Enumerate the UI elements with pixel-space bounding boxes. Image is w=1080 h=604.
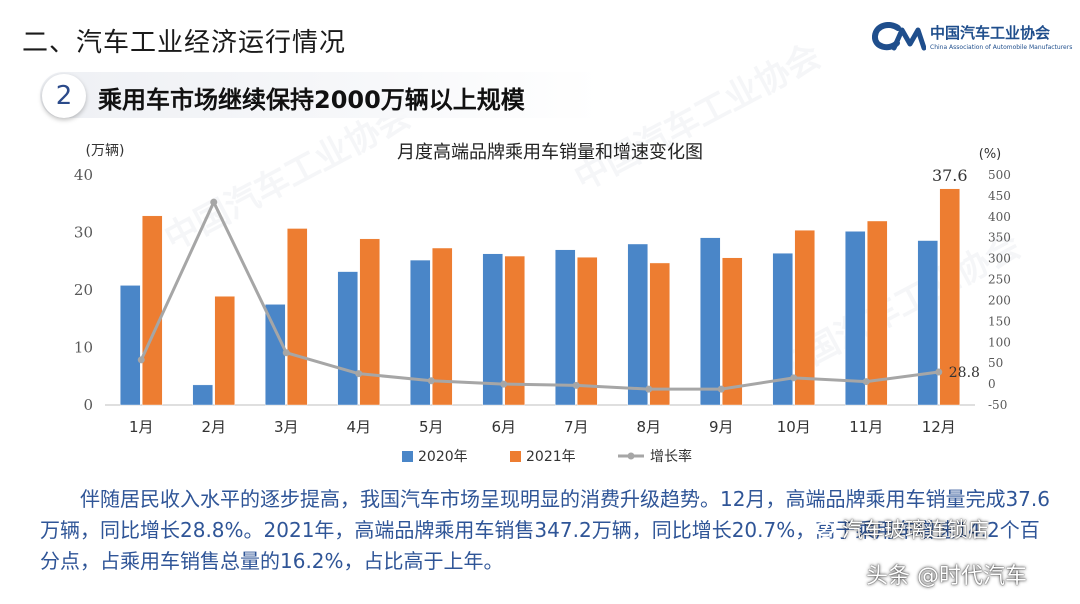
- bar-2021年: [794, 229, 815, 406]
- caam-logo-mark-icon: [872, 22, 926, 51]
- y-left-tick-label: 0: [83, 396, 93, 414]
- subhead-title: 乘用车市场继续保持2000万辆以上规模: [98, 86, 525, 114]
- bar-2020年: [192, 384, 213, 406]
- x-tick-label: 11月: [849, 418, 883, 436]
- x-tick-label: 10月: [777, 418, 811, 436]
- growth-rate-point: [572, 381, 580, 389]
- data-label: 37.6: [932, 166, 968, 185]
- x-tick-label: 8月: [636, 418, 661, 436]
- legend-swatch: [402, 451, 413, 462]
- bar-2021年: [649, 262, 670, 406]
- y-left-tick-label: 30: [74, 224, 93, 242]
- y-left-tick-label: 10: [74, 339, 93, 357]
- bar-2021年: [867, 220, 888, 406]
- bar-2021年: [214, 296, 235, 406]
- toutiao-account-overlay: 头条 @时代汽车: [866, 564, 1027, 589]
- bar-2020年: [555, 249, 576, 406]
- bar-2020年: [337, 271, 358, 406]
- y-left-tick-label: 20: [74, 281, 93, 299]
- y-right-tick-label: 200: [988, 293, 1011, 307]
- legend-swatch: [510, 451, 521, 462]
- caam-logo: 中国汽车工业协会 China Association of Automobile…: [872, 20, 1072, 60]
- x-tick-label: 9月: [709, 418, 734, 436]
- bar-2020年: [627, 243, 648, 406]
- y-right-tick-label: 350: [988, 231, 1011, 245]
- growth-rate-point: [862, 378, 870, 386]
- subhead-number-badge: 2: [42, 74, 86, 118]
- growth-rate-point: [790, 374, 798, 382]
- y-right-tick-label: 150: [988, 314, 1011, 328]
- combo-chart: 月度高端品牌乘用车销量和增速变化图 (万辆) (%) 0 10 20 30 40 -50 0 50 1…: [74, 142, 1011, 465]
- logo-name-en: China Association of Automobile Manufact…: [930, 44, 1073, 51]
- x-tick-label: 1月: [129, 418, 154, 436]
- bar-2020年: [845, 231, 866, 406]
- y-right-tick-label: 400: [988, 210, 1011, 224]
- legend-label: 2020年: [418, 449, 468, 465]
- bar-2021年: [142, 215, 163, 406]
- growth-rate-point: [137, 356, 145, 364]
- wechat-icon: [806, 516, 834, 537]
- growth-rate-point: [935, 368, 943, 376]
- bar-2021年: [939, 188, 960, 406]
- x-tick-label: 2月: [201, 418, 226, 436]
- x-tick-label: 12月: [922, 418, 956, 436]
- legend-line-marker: [627, 452, 635, 460]
- y-right-tick-label: -50: [988, 398, 1007, 412]
- bar-2021年: [722, 257, 743, 406]
- growth-rate-point: [355, 370, 363, 378]
- growth-rate-line: [139, 200, 939, 391]
- x-tick-label: 6月: [491, 418, 516, 436]
- bar-2020年: [120, 285, 141, 406]
- chart-title: 月度高端品牌乘用车销量和增速变化图: [397, 142, 703, 163]
- y-right-tick-label: 0: [988, 377, 996, 391]
- bar-2021年: [577, 257, 598, 406]
- y-right-tick-label: 50: [988, 356, 1003, 370]
- bar-2021年: [287, 228, 308, 406]
- x-tick-label: 3月: [274, 418, 299, 436]
- growth-rate-point: [717, 385, 725, 393]
- y-left-unit-label: (万辆): [86, 143, 125, 159]
- bar-2020年: [700, 237, 721, 406]
- growth-rate-point: [500, 380, 508, 388]
- x-tick-label: 4月: [346, 418, 371, 436]
- bar-2020年: [917, 240, 938, 406]
- subhead-banner: [40, 72, 600, 118]
- bar-2021年: [359, 238, 380, 406]
- legend-label: 2021年: [526, 449, 576, 465]
- bar-2020年: [482, 253, 503, 406]
- x-tick-label: 5月: [419, 418, 444, 436]
- y-right-tick-label: 250: [988, 273, 1011, 287]
- x-tick-label: 7月: [564, 418, 589, 436]
- y-left-tick-label: 40: [74, 166, 93, 184]
- data-label: 28.8: [949, 365, 980, 381]
- bar-2020年: [772, 252, 793, 406]
- growth-rate-point: [282, 349, 290, 357]
- y-right-tick-label: 500: [988, 168, 1011, 182]
- growth-rate-point: [645, 385, 653, 393]
- y-right-unit-label: (%): [979, 147, 1002, 162]
- summary-paragraph: 伴随居民收入水平的逐步提高，我国汽车市场呈现明显的消费升级趋势。12月，高端品牌…: [40, 487, 1050, 573]
- y-right-tick-label: 300: [988, 252, 1011, 266]
- y-right-tick-label: 100: [988, 335, 1011, 349]
- y-right-tick-label: 450: [988, 189, 1011, 203]
- bar-2021年: [504, 255, 525, 406]
- growth-rate-point: [210, 198, 218, 206]
- legend-label: 增长率: [650, 448, 692, 465]
- growth-rate-point: [427, 377, 435, 385]
- bar-2020年: [265, 304, 286, 406]
- wechat-account-overlay: 汽车玻璃连锁店: [842, 518, 989, 542]
- logo-name-cn: 中国汽车工业协会: [930, 24, 1051, 42]
- section-title: 二、汽车工业经济运行情况: [22, 28, 347, 58]
- bar-2020年: [410, 259, 431, 406]
- bar-2021年: [432, 247, 453, 406]
